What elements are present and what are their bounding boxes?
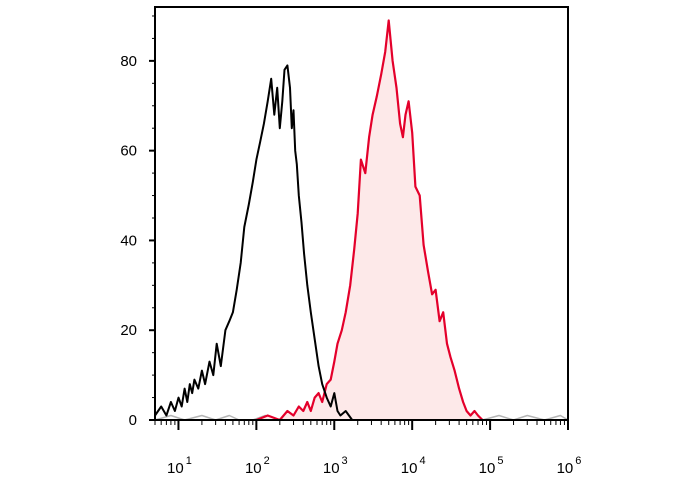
y-tick-label: 20 (120, 322, 137, 339)
x-tick-label: 10 2 (245, 455, 270, 477)
plot-frame (154, 6, 569, 421)
y-tick-label: 80 (120, 53, 137, 70)
x-tick-label: 10 5 (479, 455, 504, 477)
x-tick-label: 10 6 (557, 455, 582, 477)
y-tick-label: 60 (120, 143, 137, 160)
series-1-line (255, 19, 484, 422)
series-0-line (154, 64, 358, 421)
x-tick-label: 10 1 (167, 455, 192, 477)
x-tick-label: 10 3 (323, 455, 348, 477)
series-layer (154, 19, 569, 422)
axis-layer: 0 20 40 60 80 10 1 10 2 10 3 10 4 10 5 10 6 (120, 15, 582, 477)
series-1-area (256, 20, 483, 420)
y-tick-label: 40 (120, 232, 137, 249)
x-tick-label: 10 4 (401, 455, 426, 477)
y-tick-label: 0 (129, 412, 137, 429)
